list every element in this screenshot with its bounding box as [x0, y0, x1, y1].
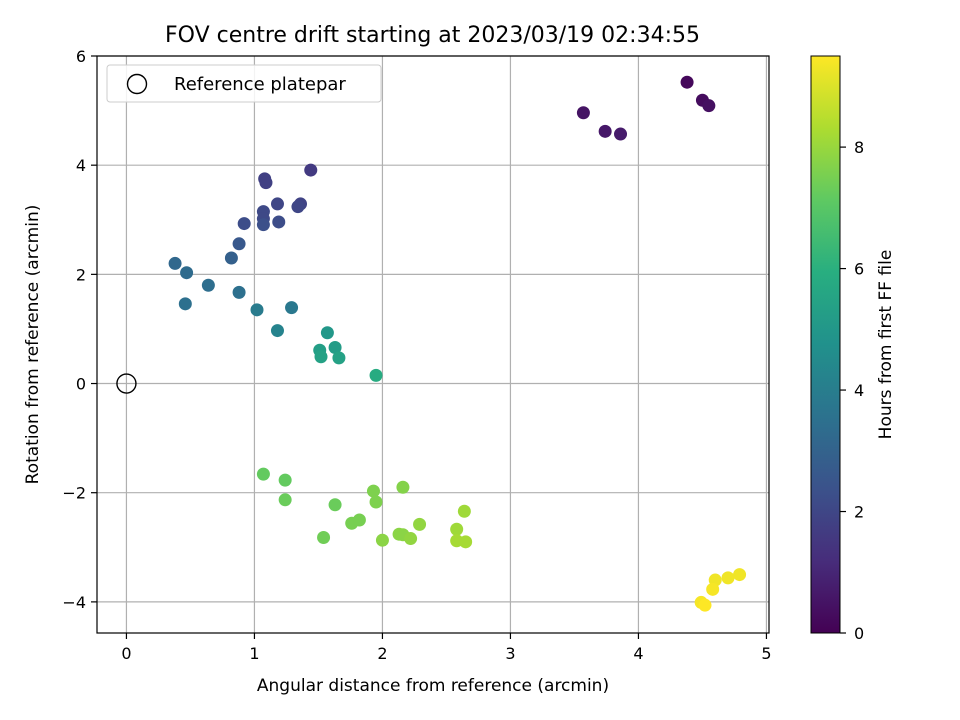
colorbar: 0 2 4 6 8 Hours from first FF file	[810, 55, 896, 643]
x-tick-label: 4	[633, 644, 643, 663]
colorbar-title: Hours from first FF file	[876, 250, 896, 440]
data-point	[256, 218, 270, 232]
data-point	[598, 124, 612, 138]
data-point	[721, 571, 735, 585]
data-point	[702, 99, 716, 113]
data-point	[328, 341, 342, 355]
data-point	[237, 217, 251, 231]
data-point	[285, 301, 299, 315]
data-point	[278, 493, 292, 507]
x-tick-label: 3	[505, 644, 515, 663]
data-point	[698, 598, 712, 612]
data-point	[457, 504, 471, 518]
data-point	[375, 533, 389, 547]
data-point	[450, 522, 464, 536]
data-point	[317, 530, 331, 544]
data-point	[366, 484, 380, 498]
x-tick-label: 0	[121, 644, 131, 663]
data-point	[272, 215, 286, 229]
data-point	[459, 535, 473, 549]
data-point	[706, 582, 720, 596]
reference-marker	[116, 373, 137, 394]
data-point	[259, 176, 273, 190]
data-point	[320, 326, 334, 340]
data-point	[680, 75, 694, 89]
data-point	[332, 351, 346, 365]
chart-title: FOV centre drift starting at 2023/03/19 …	[165, 23, 700, 48]
data-point	[413, 517, 427, 531]
data-point	[224, 251, 238, 265]
data-point	[180, 266, 194, 280]
data-point	[232, 285, 246, 299]
data-point	[291, 200, 305, 214]
data-point	[352, 513, 366, 527]
y-tick-label: −4	[62, 593, 86, 612]
data-point	[304, 163, 318, 177]
data-point	[178, 297, 192, 311]
data-point	[232, 237, 246, 251]
colorbar-tick-label: 6	[854, 260, 864, 279]
colorbar-gradient	[810, 55, 841, 634]
data-point	[168, 256, 182, 270]
data-point	[270, 324, 284, 338]
colorbar-tick-label: 8	[854, 138, 864, 157]
colorbar-tick-label: 4	[854, 381, 864, 400]
data-point	[576, 106, 590, 120]
y-tick-label: 6	[76, 47, 86, 66]
x-axis-title: Angular distance from reference (arcmin)	[257, 676, 609, 696]
data-point	[369, 495, 383, 509]
y-tick-label: 4	[76, 156, 86, 175]
legend: Reference platepar	[106, 64, 382, 103]
colorbar-tick-label: 2	[854, 503, 864, 522]
data-point	[404, 532, 418, 546]
legend-box	[106, 64, 382, 103]
colorbar-ticks: 0 2 4 6 8	[840, 138, 864, 643]
data-points	[168, 75, 747, 612]
reference-point	[116, 373, 137, 394]
data-point	[250, 303, 264, 317]
data-point	[614, 127, 628, 141]
data-point	[369, 368, 383, 382]
y-axis-title: Rotation from reference (arcmin)	[23, 205, 43, 485]
data-point	[733, 568, 747, 582]
y-tick-label: −2	[62, 484, 86, 503]
x-axis-ticks: 0 1 2 3 4 5	[121, 633, 772, 663]
data-point	[201, 278, 215, 292]
data-point	[328, 498, 342, 512]
data-point	[314, 350, 328, 364]
plot-frame	[96, 55, 770, 634]
colorbar-tick-label: 0	[854, 624, 864, 643]
legend-marker-icon	[126, 73, 148, 95]
x-tick-label: 1	[249, 644, 259, 663]
data-point	[270, 197, 284, 211]
x-tick-label: 2	[377, 644, 387, 663]
y-tick-label: 0	[76, 375, 86, 394]
data-point	[256, 467, 270, 481]
y-tick-label: 2	[76, 265, 86, 284]
y-axis-ticks: −4 −2 0 2 4 6	[62, 47, 97, 612]
x-tick-label: 5	[761, 644, 771, 663]
grid	[97, 55, 769, 633]
data-point	[278, 473, 292, 487]
legend-label: Reference platepar	[174, 74, 346, 95]
data-point	[396, 480, 410, 494]
